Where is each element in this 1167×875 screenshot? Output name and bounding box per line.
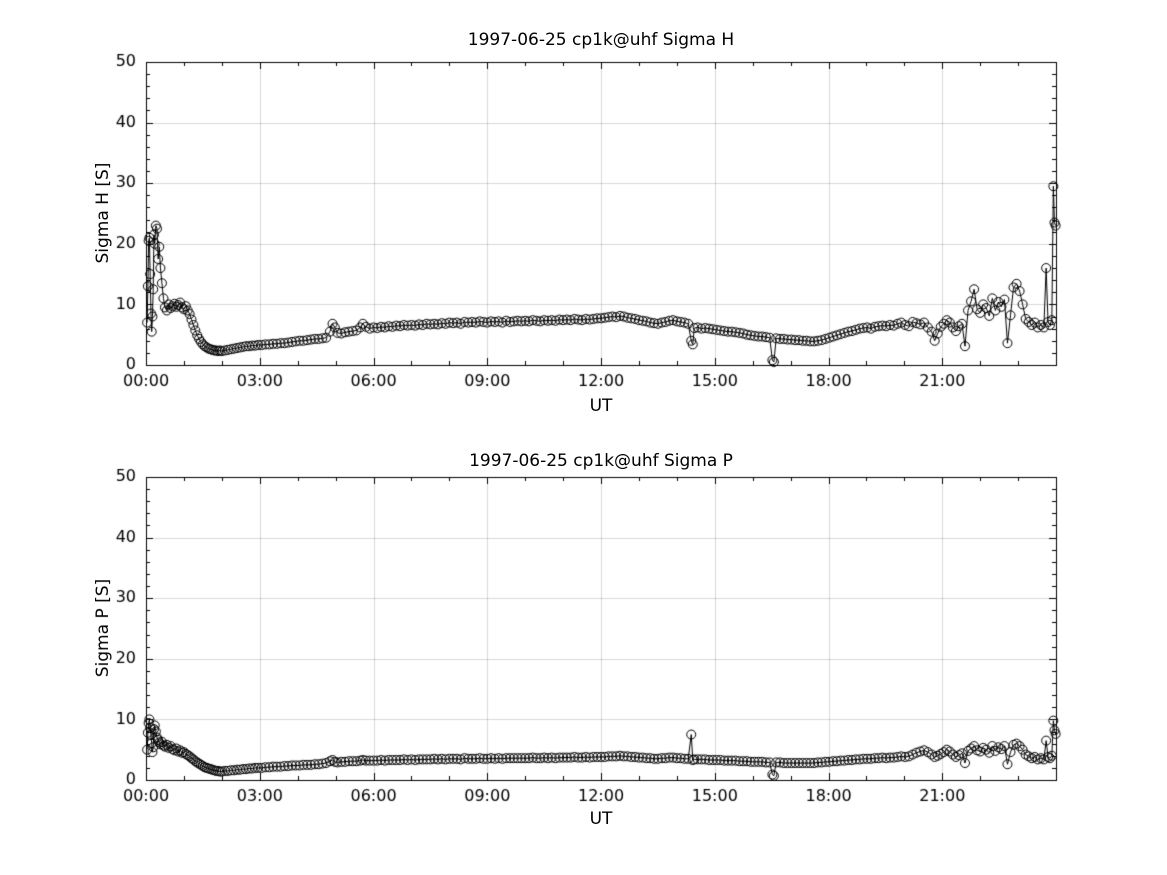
sigma-h-plot-canvas: [0, 0, 1167, 437]
sigma-h-chart-title: 1997-06-25 cp1k@uhf Sigma H: [467, 30, 735, 50]
sigma-p-x-axis-label: UT: [589, 809, 613, 829]
sigma-p-chart-title: 1997-06-25 cp1k@uhf Sigma P: [469, 451, 733, 471]
sigma-p-y-axis-label: Sigma P [S]: [93, 578, 113, 678]
sigma-p-panel: 1997-06-25 cp1k@uhf Sigma P Sigma P [S] …: [0, 437, 1167, 875]
sigma-p-plot-canvas: [0, 437, 1167, 875]
sigma-h-y-axis-label: Sigma H [S]: [93, 162, 113, 264]
sigma-h-x-axis-label: UT: [589, 396, 613, 416]
sigma-h-panel: 1997-06-25 cp1k@uhf Sigma H Sigma H [S] …: [0, 0, 1167, 437]
